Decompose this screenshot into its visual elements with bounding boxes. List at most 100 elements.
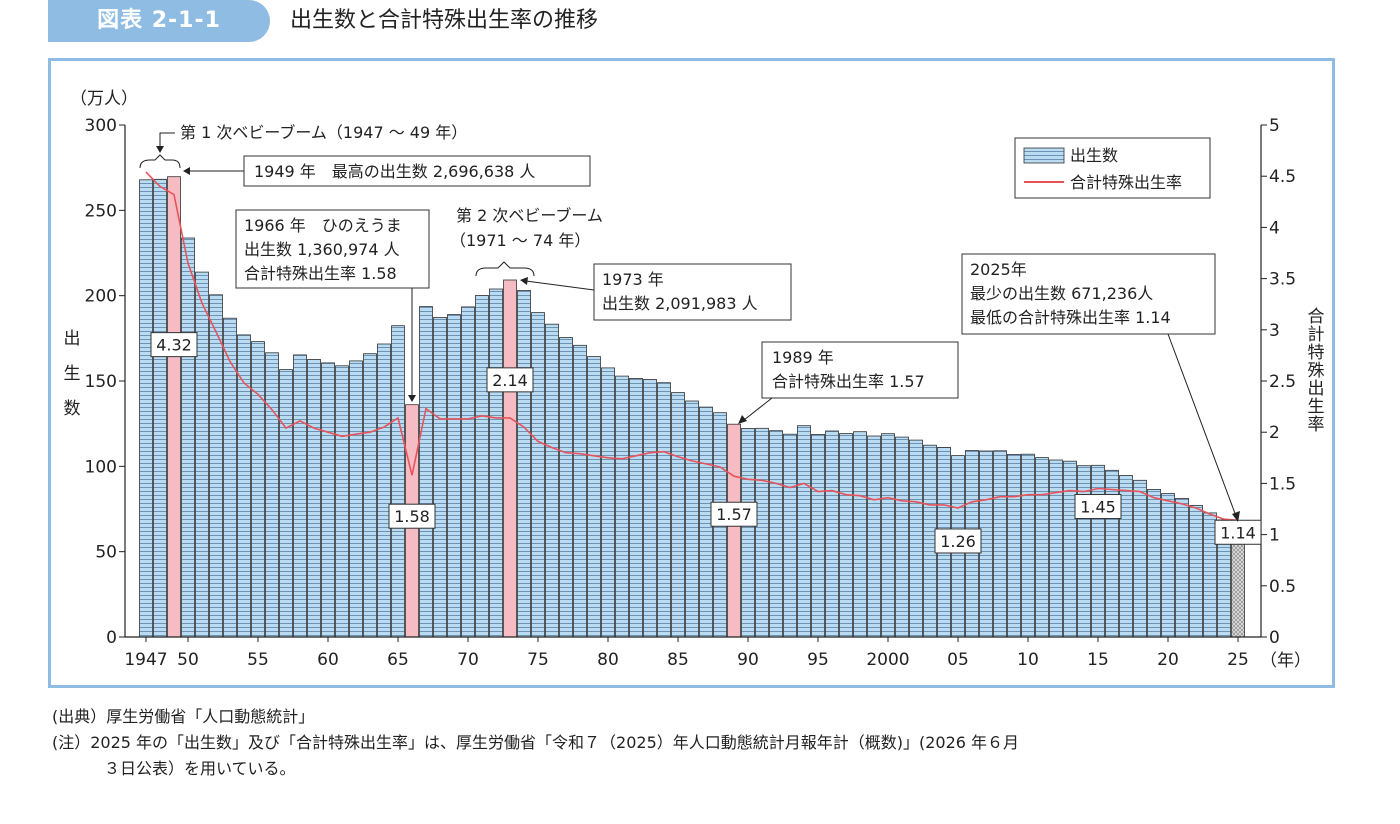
annotation-y2025-2: 最少の出生数 671,236人: [970, 284, 1153, 303]
bar-1985: [671, 392, 685, 638]
right-axis-label-char: 計: [1308, 325, 1325, 345]
left-tick-label: 0: [106, 628, 117, 648]
y1989-arrowhead: [738, 415, 747, 424]
bar-1967: [419, 306, 433, 638]
bar-1994: [797, 425, 811, 638]
right-axis-label-char: 率: [1308, 415, 1325, 435]
x-tick-label: 65: [387, 650, 409, 670]
boom1-leader: [159, 132, 175, 146]
bar-2008: [993, 450, 1007, 638]
annotation-hinoe-1: 1966 年 ひのえうま: [244, 216, 402, 235]
bar-1993: [783, 433, 797, 638]
annotations: 第 1 次ベビーブーム（1947 ～ 49 年） 1949 年 最高の出生数 2…: [139, 123, 1240, 522]
right-axis-ticks: 0 0.5 1 1.5 2 2.5 3 3.5 4 4.5 5: [1261, 116, 1296, 648]
value-label-box-2005: [934, 528, 982, 554]
right-axis-label-char: 殊: [1308, 361, 1325, 381]
bar-1957: [279, 369, 293, 638]
bar-1951: [195, 271, 209, 638]
right-tick-label: 2.5: [1269, 372, 1296, 392]
bar-1984: [657, 382, 671, 638]
bar-1960: [321, 362, 335, 638]
y1989-box: [761, 341, 959, 399]
value-label-2005: 1.26: [940, 532, 976, 551]
right-axis-label-char: 合: [1308, 307, 1325, 327]
bar-2011: [1035, 457, 1049, 638]
bar-2013: [1063, 460, 1077, 638]
bar-1958: [293, 354, 307, 638]
source-note: (出典）厚生労働省「人口動態統計」: [52, 707, 315, 726]
bar-2022: [1189, 504, 1203, 638]
left-tick-label: 300: [85, 116, 117, 136]
bar-1973: [503, 279, 517, 638]
bar-1971: [475, 295, 489, 638]
left-axis-label-char: 出: [64, 329, 81, 349]
x-tick-label: 15: [1087, 650, 1109, 670]
right-tick-label: 4.5: [1269, 167, 1296, 187]
bar-2012: [1049, 459, 1063, 638]
chart-frame: [48, 58, 1335, 688]
value-label-box-2025: [1214, 519, 1262, 545]
y1973-arrowhead: [520, 277, 528, 285]
x-tick-label: 75: [527, 650, 549, 670]
bar-1969: [447, 314, 461, 638]
bar-2018: [1133, 479, 1147, 638]
y2025-box: [961, 253, 1216, 335]
right-tick-label: 1.5: [1269, 474, 1296, 494]
x-tick-label: 60: [317, 650, 339, 670]
notes: (出典）厚生労働省「人口動態統計」 (注）2025 年の「出生数」及び「合計特殊…: [52, 704, 1019, 782]
footnote-line2: ３日公表）を用いている。: [104, 759, 296, 778]
annotation-hinoe-2: 出生数 1,360,974 人: [244, 240, 400, 259]
max-births-box: [243, 155, 591, 187]
bar-1996: [825, 430, 839, 638]
bar-1970: [461, 306, 475, 638]
bar-1959: [307, 359, 321, 638]
value-label-box-2015: [1074, 494, 1122, 520]
bar-1980: [601, 367, 615, 638]
max-births-arrowhead: [183, 167, 190, 175]
bar-1968: [433, 317, 447, 638]
bar-1978: [573, 344, 587, 638]
annotation-y1973-1: 1973 年: [602, 270, 664, 289]
bar-1961: [335, 365, 349, 638]
value-labels: 4.32 1.58 2.14 1.57 1.26 1.45 1.14: [150, 332, 1262, 554]
left-tick-label: 50: [95, 543, 117, 563]
bar-1979: [587, 356, 601, 638]
annotation-boom2-1: 第 2 次ベビーブーム: [456, 206, 603, 225]
left-axis-ticks: 0 50 100 150 200 250 300: [85, 116, 125, 648]
bar-1955: [251, 341, 265, 638]
x-tick-label: 1947: [124, 650, 167, 670]
right-tick-label: 3.5: [1269, 270, 1296, 290]
annotation-y2025-1: 2025年: [970, 260, 1027, 279]
bar-1997: [839, 433, 853, 638]
bar-2020: [1161, 493, 1175, 638]
y1973-leader: [525, 280, 595, 291]
bar-2010: [1021, 453, 1035, 638]
x-tick-label: 80: [597, 650, 619, 670]
bar-1962: [349, 360, 363, 638]
x-axis-ticks: 1947 50 55 60 65 70 75 80 85 90 95 2000 05 10 15 20 25: [124, 637, 1249, 670]
bar-2019: [1147, 488, 1161, 638]
y2025-arrowhead: [1232, 511, 1240, 522]
x-tick-label: 2000: [866, 650, 909, 670]
bar-1956: [265, 352, 279, 638]
left-tick-label: 200: [85, 287, 117, 307]
left-axis-label: 出生数: [64, 329, 81, 419]
annotation-y1989-1: 1989 年: [772, 348, 834, 367]
bar-1990: [741, 427, 755, 638]
left-axis-unit: （万人）: [70, 89, 138, 109]
left-axis-label-char: 数: [64, 399, 81, 419]
value-label-1949: 4.32: [156, 336, 192, 355]
bar-2015: [1091, 464, 1105, 638]
right-axis-label-char: 特: [1308, 343, 1325, 363]
value-label-box-1949: [150, 332, 198, 358]
right-axis-label: 合計特殊出生率: [1308, 307, 1325, 435]
value-label-2015: 1.45: [1080, 498, 1116, 517]
figure-number-badge: 図表 2-1-1: [48, 0, 270, 42]
legend-bar-swatch: [1023, 147, 1065, 164]
annotation-hinoe-3: 合計特殊出生率 1.58: [244, 264, 397, 283]
figure-title: 出生数と合計特殊出生率の推移: [290, 8, 599, 33]
value-label-2025: 1.14: [1220, 523, 1256, 542]
legend-line-label: 合計特殊出生率: [1070, 173, 1182, 192]
bar-1986: [685, 400, 699, 638]
x-tick-label: 50: [177, 650, 199, 670]
